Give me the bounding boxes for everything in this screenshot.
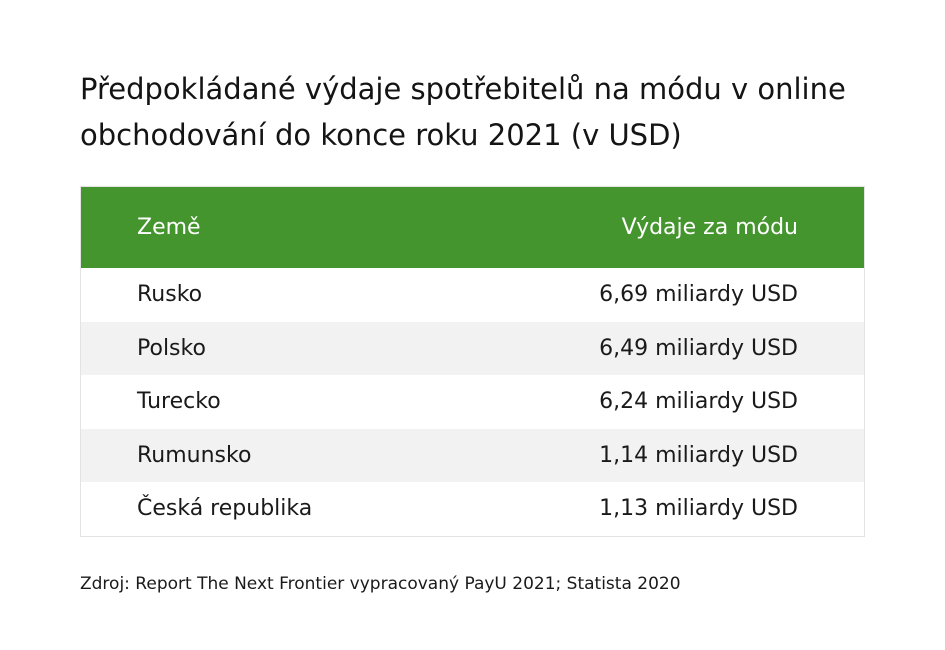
cell-spending: 6,49 miliardy USD [599,335,798,361]
table-body: Rusko 6,69 miliardy USD Polsko 6,49 mili… [81,268,864,536]
cell-country: Polsko [137,335,206,361]
cell-spending: 1,14 miliardy USD [599,442,798,468]
page-title: Předpokládané výdaje spotřebitelů na mód… [80,72,846,152]
table-row: Polsko 6,49 miliardy USD [81,321,864,375]
table-row: Rumunsko 1,14 miliardy USD [81,428,864,482]
cell-country: Rusko [137,282,203,308]
cell-country: Česká republika [137,496,313,522]
table-row: Česká republika 1,13 miliardy USD [81,482,864,536]
table-row: Rusko 6,69 miliardy USD [81,268,864,322]
column-header-spending: Výdaje za módu [621,215,798,240]
cell-spending: 6,24 miliardy USD [599,389,798,415]
column-header-country: Země [137,215,201,240]
data-table: Země Výdaje za módu Rusko 6,69 miliardy … [81,187,864,536]
cell-country: Turecko [137,389,221,415]
table-header: Země Výdaje za módu [81,187,864,268]
spending-table: Země Výdaje za módu Rusko 6,69 miliardy … [80,186,865,537]
cell-spending: 6,69 miliardy USD [599,282,798,308]
table-header-row: Země Výdaje za módu [81,187,864,268]
cell-country: Rumunsko [137,442,252,468]
source-note: Zdroj: Report The Next Frontier vypracov… [80,574,681,594]
table-row: Turecko 6,24 miliardy USD [81,375,864,429]
cell-spending: 1,13 miliardy USD [599,496,798,522]
